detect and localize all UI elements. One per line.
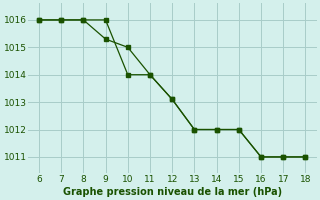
X-axis label: Graphe pression niveau de la mer (hPa): Graphe pression niveau de la mer (hPa) [63,187,282,197]
